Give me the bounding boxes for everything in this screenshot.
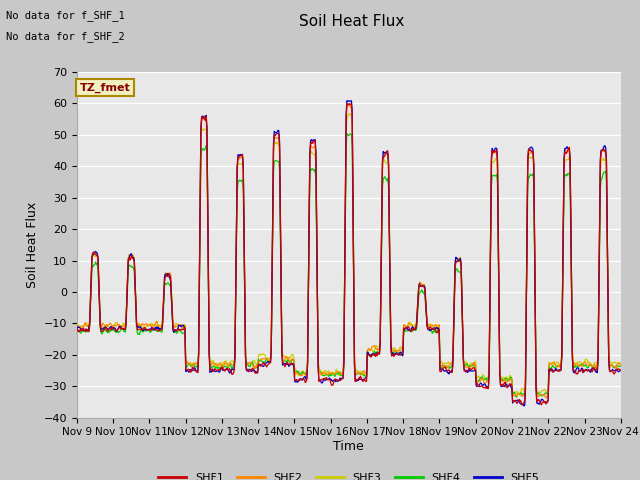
Text: TZ_fmet: TZ_fmet [79,83,131,93]
Text: No data for f_SHF_2: No data for f_SHF_2 [6,31,125,42]
Text: No data for f_SHF_1: No data for f_SHF_1 [6,10,125,21]
X-axis label: Time: Time [333,440,364,453]
Text: Soil Heat Flux: Soil Heat Flux [300,14,404,29]
Y-axis label: Soil Heat Flux: Soil Heat Flux [26,202,40,288]
Legend: SHF1, SHF2, SHF3, SHF4, SHF5: SHF1, SHF2, SHF3, SHF4, SHF5 [154,468,544,480]
